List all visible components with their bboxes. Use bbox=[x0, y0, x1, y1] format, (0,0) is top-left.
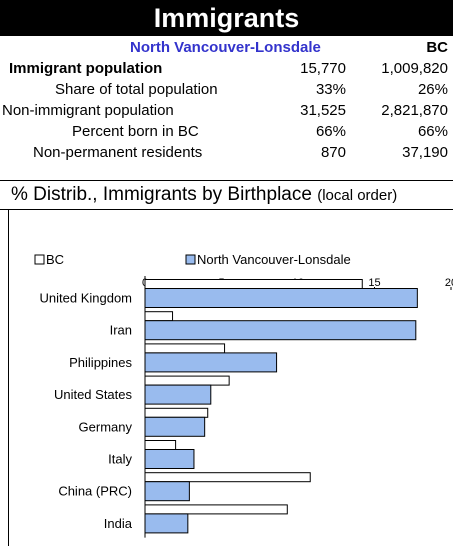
stats-region-value: 26% bbox=[417, 81, 448, 98]
stats-row: Immigrant population 15,770 1,009,820 bbox=[0, 58, 453, 79]
bar-bc bbox=[144, 440, 177, 450]
stats-row: Percent born in BC 66% 66% bbox=[0, 121, 453, 142]
category-label: United States bbox=[54, 387, 133, 402]
bar-local bbox=[144, 288, 418, 308]
legend-swatch-local bbox=[185, 254, 196, 265]
stats-local-value: 870 bbox=[320, 144, 346, 161]
bar-bc bbox=[144, 343, 226, 354]
location-header: North Vancouver-Lonsdale bbox=[130, 39, 321, 56]
bar-local bbox=[144, 416, 206, 437]
stats-local-value: 15,770 bbox=[300, 60, 346, 77]
stats-region-value: 2,821,870 bbox=[381, 102, 448, 119]
section-note: (local order) bbox=[317, 187, 398, 204]
stats-row: Share of total population 33% 26% bbox=[0, 79, 453, 100]
bar-local bbox=[144, 513, 189, 534]
stats-label: Percent born in BC bbox=[72, 123, 199, 140]
stats-table: North Vancouver-Lonsdale BC Immigrant po… bbox=[0, 37, 453, 163]
section-header: % Distrib., Immigrants by Birthplace (lo… bbox=[0, 180, 453, 210]
bar-local bbox=[144, 384, 212, 405]
stats-local-value: 31,525 bbox=[300, 102, 346, 119]
category-label: India bbox=[104, 516, 133, 531]
x-tick-label: 15 bbox=[368, 277, 380, 289]
stats-local-value: 66% bbox=[315, 123, 346, 140]
stats-header-row: North Vancouver-Lonsdale BC bbox=[0, 37, 453, 58]
stats-label: Immigrant population bbox=[9, 60, 163, 77]
stats-region-value: 1,009,820 bbox=[381, 60, 448, 77]
bar-local bbox=[144, 320, 417, 341]
legend-swatch-bc bbox=[34, 254, 45, 265]
region-header: BC bbox=[426, 39, 448, 56]
stats-row: Non-immigrant population 31,525 2,821,87… bbox=[0, 100, 453, 121]
stats-row: Non-permanent residents 870 37,190 bbox=[0, 142, 453, 163]
bar-local bbox=[144, 352, 278, 373]
category-label: United Kingdom bbox=[40, 291, 133, 306]
chart-area bbox=[8, 210, 453, 546]
stats-region-value: 37,190 bbox=[402, 144, 448, 161]
bar-bc bbox=[144, 279, 363, 289]
legend-label-bc: BC bbox=[46, 252, 64, 267]
section-title-wrap: % Distrib., Immigrants by Birthplace (lo… bbox=[11, 181, 398, 209]
bar-local bbox=[144, 481, 190, 502]
bar-bc bbox=[144, 311, 174, 322]
bar-bc bbox=[144, 407, 209, 418]
legend-label-local: North Vancouver-Lonsdale bbox=[197, 252, 351, 267]
category-label: Iran bbox=[110, 323, 132, 338]
category-label: Germany bbox=[79, 419, 133, 434]
bar-local bbox=[144, 449, 195, 469]
stats-label: Share of total population bbox=[55, 81, 218, 98]
bar-bc bbox=[144, 375, 230, 386]
bar-bc bbox=[144, 504, 288, 515]
x-tick-label: 20 bbox=[445, 277, 453, 289]
stats-region-value: 66% bbox=[417, 123, 448, 140]
bar-bc bbox=[144, 472, 311, 483]
stats-local-value: 33% bbox=[315, 81, 346, 98]
stats-label: Non-immigrant population bbox=[2, 102, 174, 119]
section-title: % Distrib., Immigrants by Birthplace bbox=[11, 184, 312, 205]
stats-label: Non-permanent residents bbox=[33, 144, 203, 161]
category-label: Italy bbox=[108, 452, 132, 467]
banner-title: Immigrants bbox=[0, 0, 453, 36]
category-label: Philippines bbox=[69, 355, 132, 370]
category-label: China (PRC) bbox=[58, 484, 132, 499]
